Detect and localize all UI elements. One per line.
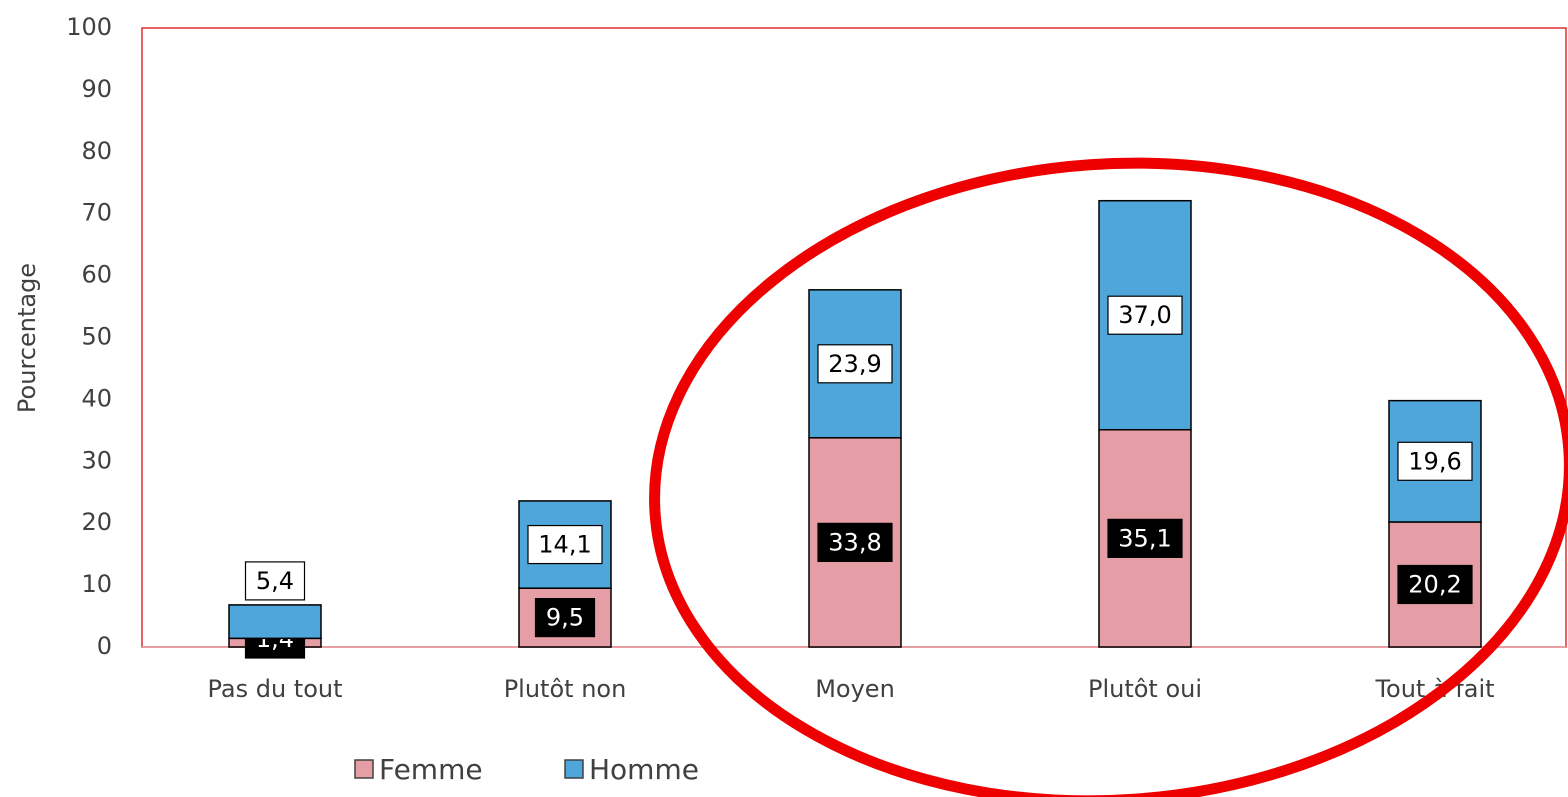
value-label: 5,4 <box>256 567 294 595</box>
y-tick-label: 90 <box>81 75 112 103</box>
y-tick-label: 50 <box>81 323 112 351</box>
value-label: 33,8 <box>828 528 881 556</box>
bar-segment <box>228 604 322 640</box>
value-label: 19,6 <box>1408 447 1461 475</box>
legend-label: Homme <box>589 753 699 786</box>
value-label-box <box>534 597 596 638</box>
y-tick-label: 40 <box>81 384 112 412</box>
y-axis-title: Pourcentage <box>13 263 41 413</box>
value-label-box <box>1107 295 1183 335</box>
y-tick-label: 60 <box>81 261 112 289</box>
y-tick-label: 0 <box>97 632 112 660</box>
x-tick-label: Pas du tout <box>207 675 342 703</box>
highlight-ellipse <box>649 157 1568 797</box>
value-label: 20,2 <box>1408 570 1461 598</box>
legend-label: Femme <box>379 753 483 786</box>
x-tick-label: Moyen <box>815 675 895 703</box>
value-label-box <box>527 524 603 565</box>
value-label-box <box>1397 441 1473 481</box>
legend-swatch <box>354 759 374 779</box>
y-tick-label: 70 <box>81 199 112 227</box>
y-tick-label: 100 <box>66 13 112 41</box>
value-label-box <box>244 561 306 601</box>
value-label: 37,0 <box>1118 301 1171 329</box>
value-label-box <box>817 344 893 384</box>
value-label-box <box>1107 518 1183 558</box>
x-tick-label: Plutôt non <box>504 675 627 703</box>
value-label-box <box>1397 564 1473 605</box>
y-tick-label: 30 <box>81 446 112 474</box>
legend-swatch <box>564 759 584 779</box>
x-tick-label: Plutôt oui <box>1088 675 1202 703</box>
value-label: 9,5 <box>546 604 584 632</box>
value-label: 14,1 <box>538 531 591 559</box>
y-tick-label: 20 <box>81 508 112 536</box>
y-tick-label: 80 <box>81 137 112 165</box>
value-label: 35,1 <box>1118 524 1171 552</box>
value-label-box <box>817 522 893 562</box>
y-tick-label: 10 <box>81 570 112 598</box>
value-label: 23,9 <box>828 350 881 378</box>
